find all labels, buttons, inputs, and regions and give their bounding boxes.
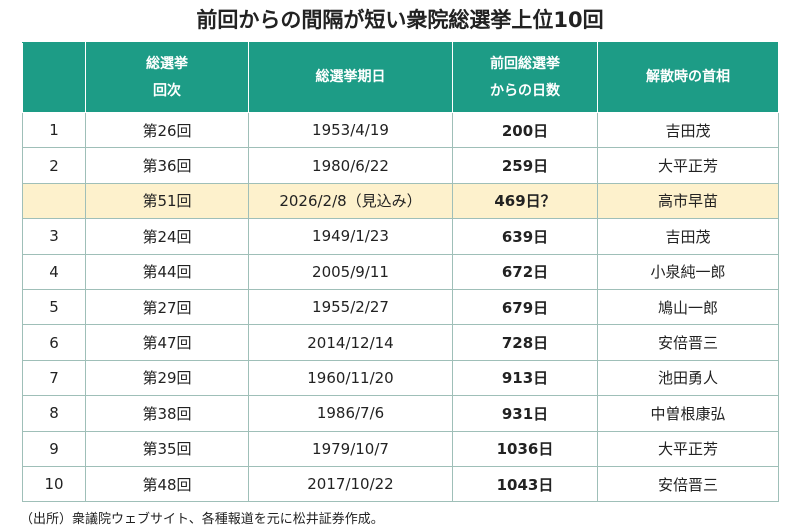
- table-cell: 1036日: [452, 430, 598, 467]
- table-cell: 728日: [452, 324, 598, 361]
- table-cell: 大平正芳: [597, 430, 779, 467]
- rank-cell: [22, 182, 86, 220]
- table-row: 3 第24回 1949/1/23 639日 吉田茂: [22, 218, 779, 255]
- table-cell: 1043日: [452, 465, 598, 503]
- table-row: 1 第26回 1953/4/19 200日 吉田茂: [22, 111, 779, 149]
- footer-note: （出所）衆議院ウェブサイト、各種報道を元に松井証券作成。: [20, 512, 384, 527]
- table-cell: 高市早苗: [597, 182, 779, 220]
- table-cell: 第24回: [85, 218, 249, 255]
- table-cell: 小泉純一郎: [597, 253, 779, 290]
- table-row: 10 第48回 2017/10/22 1043日 安倍晋三: [22, 465, 779, 503]
- table-row: 8 第38回 1986/7/6 931日 中曽根康弘: [22, 395, 779, 432]
- header-row: 総選挙回次 総選挙期日 前回総選挙からの日数 解散時の首相: [22, 42, 779, 113]
- table-cell: 469日？: [452, 182, 598, 220]
- table-cell: 吉田茂: [597, 218, 779, 255]
- table-cell: 第44回: [85, 253, 249, 290]
- table-cell: 2017/10/22: [248, 465, 453, 503]
- rank-cell: 6: [22, 324, 86, 361]
- table-cell: 第48回: [85, 465, 249, 503]
- table-row: 4 第44回 2005/9/11 672日 小泉純一郎: [22, 253, 779, 290]
- header-cell: 総選挙 回次: [85, 42, 249, 113]
- table-cell: 1980/6/22: [248, 147, 453, 184]
- table-cell: 第36回: [85, 147, 249, 184]
- table-cell: 259日: [452, 147, 598, 184]
- rank-cell: 7: [22, 359, 86, 397]
- table-cell: 200日: [452, 111, 598, 149]
- header-cell: 前回総選挙からの日数: [452, 42, 598, 113]
- table-cell: 中曽根康弘: [597, 395, 779, 432]
- table-row: 9 第35回 1979/10/7 1036日 大平正芳: [22, 430, 779, 467]
- header-line: 回次: [153, 82, 181, 99]
- table-row: 2 第36回 1980/6/22 259日 大平正芳: [22, 147, 779, 184]
- rank-cell: 3: [22, 218, 86, 255]
- table-cell: 2014/12/14: [248, 324, 453, 361]
- rank-cell: 5: [22, 288, 86, 326]
- table-cell: 1949/1/23: [248, 218, 453, 255]
- table-cell: 鳩山一郎: [597, 288, 779, 326]
- table-cell: 2005/9/11: [248, 253, 453, 290]
- rank-cell: 8: [22, 395, 86, 432]
- table-body: 1 第26回 1953/4/19 200日 吉田茂 2 第36回 1980/6/22 259日大…: [22, 111, 779, 503]
- rank-cell: 9: [22, 430, 86, 467]
- rank-cell: 4: [22, 253, 86, 290]
- rank-cell: 10: [22, 465, 86, 503]
- table-cell: 1979/10/7: [248, 430, 453, 467]
- rank-cell: 2: [22, 147, 86, 184]
- table-cell: 池田勇人: [597, 359, 779, 397]
- table-cell: 安倍晋三: [597, 465, 779, 503]
- table-cell: 第38回: [85, 395, 249, 432]
- table-row: 6 第47回 2014/12/14 728日 安倍晋三: [22, 324, 779, 361]
- table-cell: 第27回: [85, 288, 249, 326]
- table-cell: 672日: [452, 253, 598, 290]
- table-cell: 大平正芳: [597, 147, 779, 184]
- table: 総選挙回次 総選挙期日 前回総選挙からの日数 解散時の首相 1 第26回 1953/4/1…: [22, 42, 779, 503]
- header-line: 解散時の首相: [646, 69, 730, 85]
- header-line: からの日数: [490, 82, 560, 99]
- table-cell: 1953/4/19: [248, 111, 453, 149]
- table-cell: 第35回: [85, 430, 249, 467]
- table-cell: 1955/2/27: [248, 288, 453, 326]
- table-cell: 第47回: [85, 324, 249, 361]
- title: 前回からの間隔が短い衆院総選挙上位10回: [196, 8, 604, 32]
- table-cell: 1960/11/20: [248, 359, 453, 397]
- table-cell: 913日: [452, 359, 598, 397]
- table-cell: 第29回: [85, 359, 249, 397]
- table-cell: 679日: [452, 288, 598, 326]
- header-line: 総選挙期日: [315, 69, 386, 85]
- table-row: 5 第27回 1955/2/27 679日 鳩山一郎: [22, 288, 779, 326]
- rank-cell: 1: [22, 111, 86, 149]
- table-cell: 1986/7/6: [248, 395, 453, 432]
- table-cell: 639日: [452, 218, 598, 255]
- header-line: 前回総選挙: [490, 55, 560, 72]
- header-line: 総選挙: [146, 55, 188, 72]
- table-cell: 2026/2/8（見込み）: [248, 182, 453, 220]
- header-cell: 総選挙期日: [248, 42, 453, 113]
- table-cell: 吉田茂: [597, 111, 779, 149]
- table-cell: 931日: [452, 395, 598, 432]
- header-cell: [22, 42, 86, 113]
- table-row: 第51回 2026/2/8（見込み） 469日？ 高市早苗: [22, 182, 779, 220]
- table-cell: 第26回: [85, 111, 249, 149]
- header-cell: 解散時の首相: [597, 42, 779, 113]
- table-row: 7 第29回 1960/11/20 913日 池田勇人: [22, 359, 779, 397]
- table-cell: 安倍晋三: [597, 324, 779, 361]
- table-cell: 第51回: [85, 182, 249, 220]
